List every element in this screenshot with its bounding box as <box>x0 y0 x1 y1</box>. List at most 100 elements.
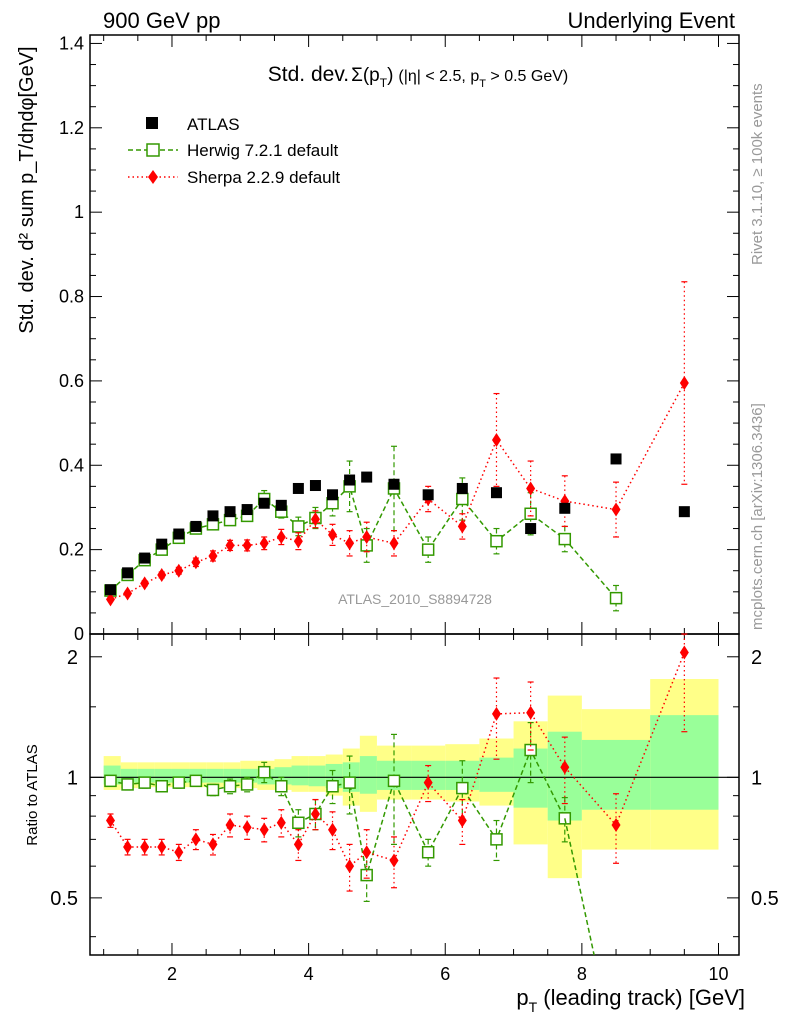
ratio-sherpa-point-4 <box>174 845 184 860</box>
ratio-herwig-point-13 <box>326 779 339 793</box>
main-atlas-point-13 <box>327 489 339 501</box>
ratio-herwig-point-5 <box>189 774 203 788</box>
ratio-herwig-point-19 <box>490 833 503 846</box>
ratio-herwig-point-7 <box>223 779 237 793</box>
main-atlas-point-2 <box>139 552 151 564</box>
ratio-sherpa-point-10 <box>276 815 286 830</box>
ratio-sherpa-point-21 <box>560 760 570 775</box>
y-tick-label-ratio-l-2: 2 <box>67 647 78 669</box>
ratio-panel-frame <box>89 633 740 956</box>
legend-herwig-label: Herwig 7.2.1 default <box>187 141 338 160</box>
title-cuts-1: (|η| < 2.5, p <box>398 68 479 85</box>
legend-atlas-label: ATLAS <box>187 115 240 134</box>
x-tick-label-6: 6 <box>440 964 450 984</box>
main-sherpa-point-13 <box>328 527 338 542</box>
ratio-herwig-point-2 <box>138 776 151 789</box>
title-sigma-sub: T <box>380 76 388 90</box>
ratio-sherpa-point-7 <box>225 818 235 833</box>
main-atlas-point-11 <box>292 482 304 494</box>
ratio-herwig-point-1 <box>121 778 134 791</box>
band-green-15 <box>359 756 377 794</box>
y-tick-label-ratio-r-1: 1 <box>751 767 762 789</box>
ratio-sherpa-point-23 <box>679 645 689 660</box>
main-sherpa-point-2 <box>140 576 150 591</box>
main-sherpa-point-8 <box>242 538 252 553</box>
main-atlas-point-16 <box>388 478 400 490</box>
ratio-herwig-line <box>110 748 566 876</box>
xlabel-main: p <box>516 985 528 1010</box>
band-green-11 <box>291 765 309 786</box>
main-atlas-point-5 <box>190 520 202 532</box>
ratio-sherpa-point-15 <box>362 845 372 860</box>
ratio-sherpa-point-3 <box>157 839 167 854</box>
ratio-herwig-point-10 <box>275 779 288 793</box>
legend-atlas-marker <box>146 117 158 129</box>
main-atlas-point-0 <box>104 584 116 596</box>
title-cuts-2: > 0.5 GeV) <box>486 68 568 85</box>
ratio-herwig-point-6 <box>206 783 220 797</box>
ratio-sherpa-point-20 <box>526 705 536 720</box>
main-atlas-point-3 <box>156 538 168 550</box>
main-sherpa-point-18 <box>457 519 467 534</box>
ratio-herwig-point-8 <box>240 778 254 791</box>
ratio-sherpa-point-8 <box>242 820 252 835</box>
ratio-sherpa-point-22 <box>611 818 621 833</box>
ratio-sherpa-point-6 <box>208 837 218 852</box>
band-green-3 <box>154 768 172 783</box>
title-cuts-sub: T <box>479 78 486 90</box>
main-sherpa-point-22 <box>611 502 621 517</box>
main-herwig-point-19 <box>490 534 503 548</box>
title-prefix: Std. dev. <box>268 63 349 86</box>
title-sigma: Σ(p <box>351 65 380 86</box>
main-herwig-point-17 <box>421 543 435 556</box>
analysis-label: ATLAS_2010_S8894728 <box>338 591 492 607</box>
main-sherpa-point-16 <box>389 536 399 551</box>
ratio-sherpa-point-5 <box>191 832 201 847</box>
main-sherpa-point-12 <box>310 512 320 527</box>
ratio-herwig-point-0 <box>104 774 117 788</box>
xlabel: pT (leading track) [GeV] <box>516 985 745 1015</box>
x-tick-label-10: 10 <box>708 964 728 984</box>
x-tick-label-2: 2 <box>167 964 177 984</box>
title-sigma-close: ) <box>387 65 393 86</box>
main-atlas-point-22 <box>610 453 622 465</box>
legend-sherpa-label: Sherpa 2.2.9 default <box>187 168 340 187</box>
ratio-herwig-point-16 <box>387 774 401 788</box>
main-sherpa-point-10 <box>276 529 286 544</box>
x-tick-label-8: 8 <box>577 964 587 984</box>
y-tick-label-main-1.4: 1.4 <box>59 33 84 53</box>
main-sherpa-point-19 <box>491 432 501 447</box>
ratio-uncertainty-bands <box>103 679 719 879</box>
main-atlas-point-9 <box>258 497 270 509</box>
main-sherpa-point-0 <box>105 592 115 607</box>
rivet-label: Rivet 3.1.10, ≥ 100k events <box>749 83 766 265</box>
ratio-sherpa-point-16 <box>389 853 399 868</box>
ratio-herwig-point-17 <box>421 845 435 859</box>
header-left: 900 GeV pp <box>103 8 220 33</box>
main-herwig-point-11 <box>292 520 305 533</box>
ratio-herwig-point-4 <box>172 776 186 789</box>
main-atlas-point-20 <box>525 523 537 535</box>
ratio-sherpa-point-14 <box>345 859 355 874</box>
y-tick-label-main-0.6: 0.6 <box>59 371 84 391</box>
main-ylabel-text: Std. dev. d² sum p_T/dηdφ[GeV] <box>16 46 38 333</box>
main-sherpa-point-23 <box>679 376 689 391</box>
y-tick-label-ratio-r-0.5: 0.5 <box>751 888 779 910</box>
main-title: Std. dev. Σ(pT) (|η| < 2.5, pT > 0.5 GeV) <box>268 63 568 90</box>
band-green-22 <box>581 739 651 810</box>
y-tick-label-main-0.2: 0.2 <box>59 540 84 560</box>
main-ylabel: Std. dev. d² sum p_T/dηdφ[GeV] <box>16 46 38 333</box>
xlabel-rest: (leading track) [GeV] <box>537 985 745 1010</box>
mcplots-label: mcplots.cern.ch [arXiv:1306.3436] <box>749 403 766 630</box>
header-right: Underlying Event <box>567 8 735 33</box>
main-atlas-point-8 <box>241 504 253 516</box>
main-atlas-point-23 <box>678 506 690 518</box>
y-tick-label-main-0.4: 0.4 <box>59 455 84 475</box>
main-atlas-point-18 <box>456 482 468 494</box>
main-herwig-point-18 <box>456 492 469 506</box>
legend-herwig-marker <box>146 143 160 157</box>
main-sherpa-point-3 <box>157 567 167 582</box>
ratio-sherpa-point-0 <box>105 813 115 828</box>
